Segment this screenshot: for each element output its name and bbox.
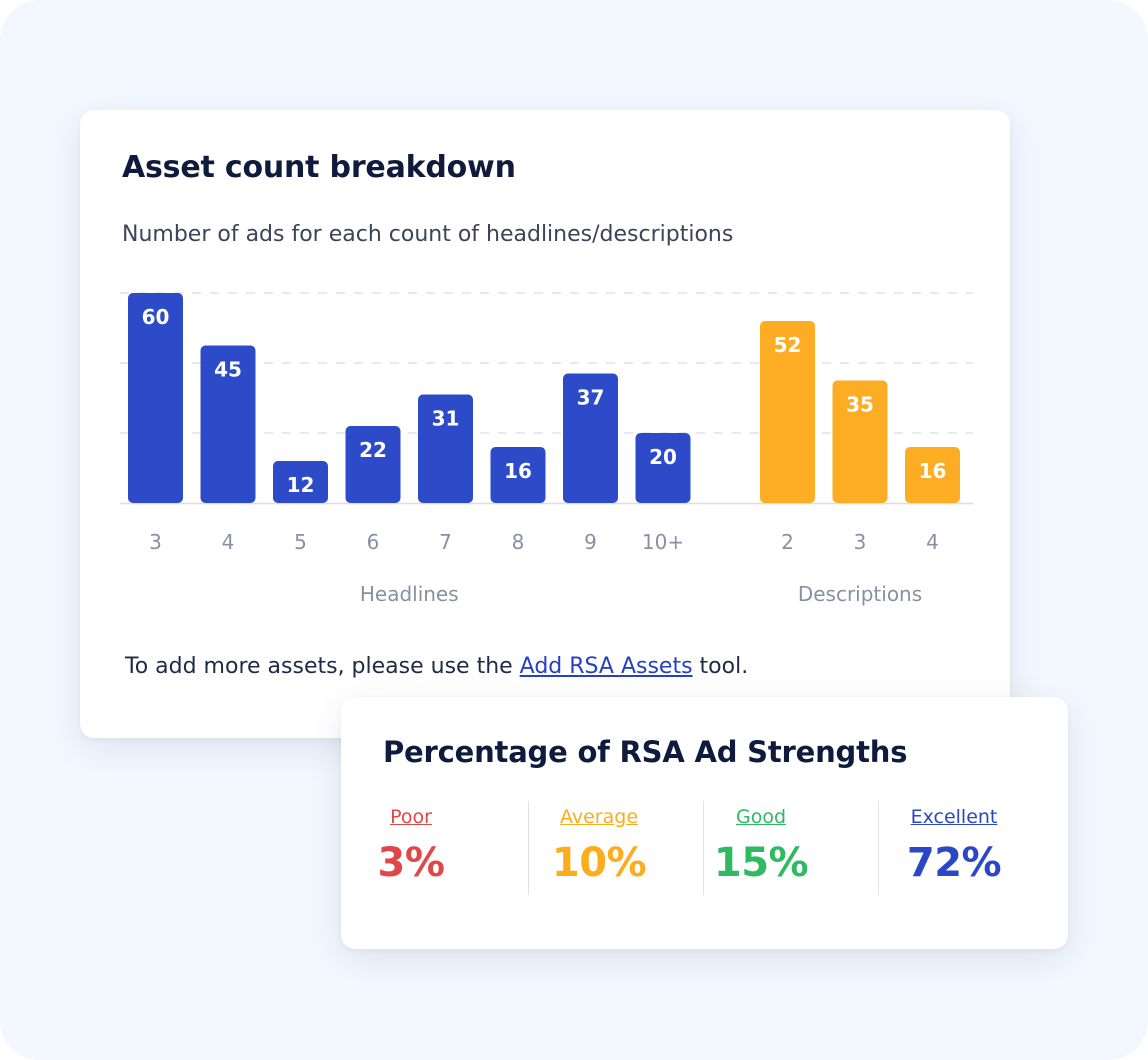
x-tick-label: 5 <box>294 530 307 554</box>
footnote: To add more assets, please use the Add R… <box>125 654 748 679</box>
bar <box>273 461 328 503</box>
strength-label-excellent[interactable]: Excellent <box>910 806 998 828</box>
bar <box>563 373 618 503</box>
strength-value-average: 10% <box>551 840 647 886</box>
bar <box>635 433 691 503</box>
chart-subtitle: Number of ads for each count of headline… <box>122 222 734 247</box>
data-label: 16 <box>504 459 532 483</box>
data-label: 35 <box>846 393 874 417</box>
add-rsa-assets-link[interactable]: Add RSA Assets <box>519 654 693 679</box>
card-title: Asset count breakdown <box>122 150 516 185</box>
footnote-prefix: To add more assets, please use the <box>125 654 520 679</box>
data-label: 12 <box>287 473 315 497</box>
data-label: 52 <box>774 333 802 357</box>
x-tick-label: 3 <box>149 530 162 554</box>
x-tick-label: 8 <box>512 530 525 554</box>
asset-count-chart: 6034541252263171683792010+Headlines52235… <box>120 292 973 606</box>
data-label: 20 <box>649 445 677 469</box>
strength-label-average[interactable]: Average <box>559 806 639 828</box>
bar <box>418 394 473 503</box>
bar <box>128 293 183 503</box>
x-tick-label: 2 <box>781 530 794 554</box>
data-label: 16 <box>919 459 947 483</box>
data-label: 60 <box>142 305 170 329</box>
strength-good: Good 15% <box>691 801 831 896</box>
bar <box>760 321 815 503</box>
divider <box>528 801 529 895</box>
divider <box>703 801 704 895</box>
x-tick-label: 6 <box>367 530 380 554</box>
strength-excellent: Excellent 72% <box>884 801 1024 896</box>
card-title: Percentage of RSA Ad Strengths <box>383 735 908 769</box>
x-tick-label: 3 <box>854 530 867 554</box>
strength-poor: Poor 3% <box>341 801 481 896</box>
footnote-suffix: tool. <box>692 654 749 679</box>
strength-average: Average 10% <box>529 801 669 896</box>
strength-label-good[interactable]: Good <box>735 806 787 828</box>
asset-count-card: Asset count breakdown Number of ads for … <box>80 110 1010 738</box>
bar <box>490 447 546 503</box>
x-tick-label: 4 <box>222 530 235 554</box>
bar <box>345 426 401 503</box>
strength-summary: Poor 3% Average 10% Good 15% Excellent 7… <box>341 801 1068 896</box>
x-tick-label: 10+ <box>642 530 684 554</box>
x-tick-label: 4 <box>926 530 939 554</box>
strength-value-excellent: 72% <box>906 840 1002 886</box>
bar <box>832 380 888 503</box>
data-label: 37 <box>577 386 605 410</box>
x-tick-label: 9 <box>584 530 597 554</box>
x-tick-label: 7 <box>439 530 452 554</box>
bar <box>905 447 960 503</box>
strength-value-poor: 3% <box>377 840 445 886</box>
bar <box>200 345 256 503</box>
strength-value-good: 15% <box>713 840 809 886</box>
group-axis-label: Descriptions <box>798 582 922 606</box>
ad-strength-card: Percentage of RSA Ad Strengths Poor 3% A… <box>341 697 1068 949</box>
strength-label-poor[interactable]: Poor <box>390 806 432 828</box>
data-label: 22 <box>359 438 387 462</box>
group-axis-label: Headlines <box>360 582 459 606</box>
divider <box>878 801 879 895</box>
data-label: 45 <box>214 358 242 382</box>
data-label: 31 <box>432 407 460 431</box>
